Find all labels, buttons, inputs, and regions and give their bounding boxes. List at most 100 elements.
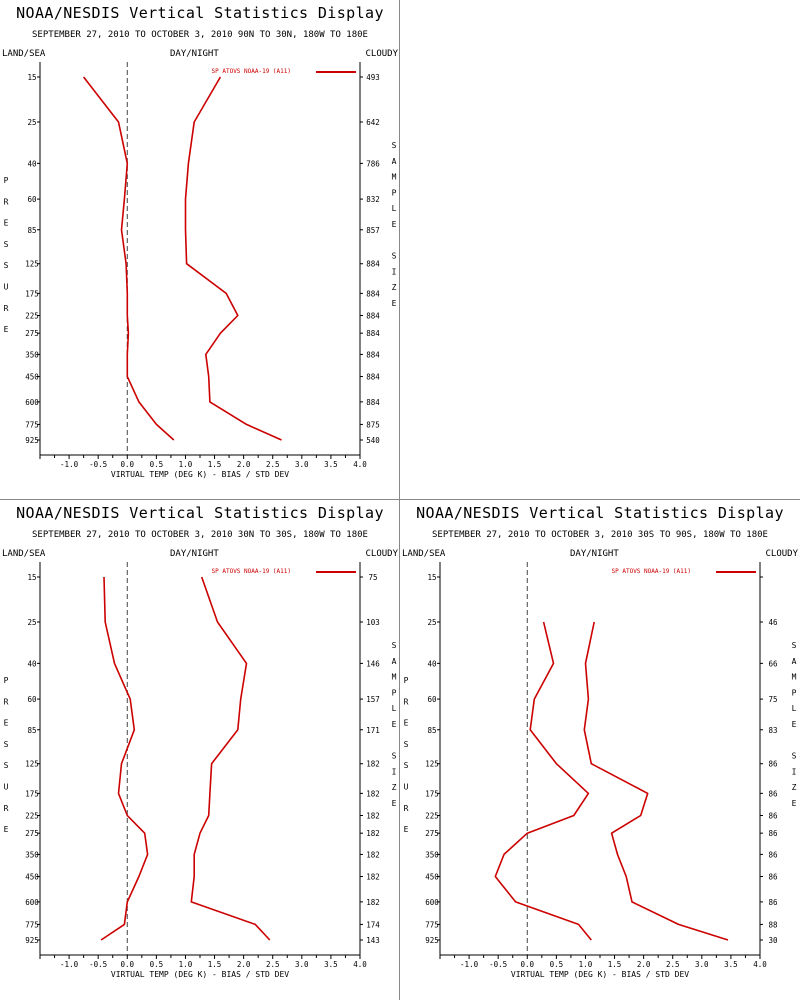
day-night-label: DAY/NIGHT (170, 549, 219, 559)
sample-size-label: 83 (768, 726, 777, 735)
pressure-level-label: 775 (425, 920, 439, 929)
y-axis-label-letter: E (4, 325, 9, 334)
pressure-level-label: 350 (25, 350, 39, 359)
x-tick-label: 3.5 (324, 460, 338, 469)
pressure-level-label: 40 (427, 659, 437, 668)
chart-subtitle: SEPTEMBER 27, 2010 TO OCTOBER 3, 2010 30… (32, 530, 368, 540)
x-tick-label: 2.0 (237, 460, 251, 469)
x-tick-label: -1.0 (460, 960, 479, 969)
right-axis-label-letter: E (792, 799, 797, 808)
y-axis-label-letter: P (4, 676, 9, 685)
pressure-level-label: 275 (25, 329, 39, 338)
sample-size-label: 786 (366, 159, 380, 168)
x-tick-label: 3.5 (724, 960, 738, 969)
y-axis-label-letter: E (404, 719, 409, 728)
y-axis-label-letter: S (4, 261, 9, 270)
sample-size-label: 182 (366, 829, 380, 838)
x-tick-label: 1.5 (208, 960, 222, 969)
x-tick-label: 3.0 (295, 960, 309, 969)
x-tick-label: -0.5 (89, 460, 107, 469)
pressure-level-label: 25 (27, 118, 36, 127)
pressure-level-label: 15 (27, 573, 36, 582)
sample-size-label: 857 (366, 226, 380, 235)
series-line-bias (100, 576, 149, 941)
x-tick-label: -1.0 (60, 960, 79, 969)
sample-size-label: 884 (366, 260, 380, 269)
x-tick-label: 4.0 (753, 960, 767, 969)
x-tick-label: 1.0 (579, 960, 593, 969)
sample-size-label: 86 (768, 873, 778, 882)
pressure-level-label: 60 (427, 695, 437, 704)
pressure-level-label: 225 (25, 311, 39, 320)
sample-size-label: 540 (366, 436, 380, 445)
sample-size-label: 182 (366, 898, 380, 907)
right-axis-label-letter: S (792, 752, 797, 761)
right-axis-label-letter: S (392, 252, 397, 261)
right-axis-label-letter: L (392, 704, 397, 713)
pressure-level-label: 15 (427, 573, 436, 582)
pressure-level-label: 40 (27, 159, 37, 168)
chart-title: NOAA/NESDIS Vertical Statistics Display (416, 504, 784, 522)
sample-size-label: 884 (366, 398, 380, 407)
right-axis-label-letter: M (392, 173, 397, 182)
sample-size-label: 143 (366, 936, 380, 945)
pressure-level-label: 925 (425, 936, 439, 945)
x-tick-label: 1.0 (179, 460, 193, 469)
sample-size-label: 86 (768, 811, 778, 820)
cloudy-label: CLOUDY (765, 549, 798, 559)
sample-size-label: 171 (366, 726, 380, 735)
pressure-level-label: 600 (25, 898, 39, 907)
right-axis-label-letter: E (392, 220, 397, 229)
sample-size-label: 182 (366, 789, 380, 798)
y-axis-label-letter: E (4, 825, 9, 834)
pressure-level-label: 600 (425, 898, 439, 907)
right-axis-label-letter: S (792, 641, 797, 650)
land-sea-label: LAND/SEA (2, 549, 46, 559)
sample-size-label: 182 (366, 760, 380, 769)
right-axis-label-letter: P (392, 688, 397, 697)
sample-size-label: 86 (768, 850, 778, 859)
sample-size-label: 182 (366, 873, 380, 882)
x-tick-label: 0.0 (120, 960, 134, 969)
sample-size-label: 832 (366, 195, 380, 204)
day-night-label: DAY/NIGHT (570, 549, 619, 559)
chart-panel-90n-30n: NOAA/NESDIS Vertical Statistics Display … (0, 0, 400, 500)
sample-size-label: 884 (366, 350, 380, 359)
right-axis-label-letter: E (392, 720, 397, 729)
x-tick-label: 0.0 (520, 960, 534, 969)
x-tick-label: 3.5 (324, 960, 338, 969)
y-axis-label-letter: R (404, 804, 409, 813)
chart-title: NOAA/NESDIS Vertical Statistics Display (16, 504, 384, 522)
y-axis-label-letter: S (404, 740, 409, 749)
sample-size-label: 493 (366, 73, 380, 82)
y-axis-label-letter: R (404, 697, 409, 706)
right-axis-label-letter: S (392, 141, 397, 150)
x-tick-label: 2.5 (266, 460, 280, 469)
right-axis-label-letter: P (392, 188, 397, 197)
y-axis-label-letter: S (4, 240, 9, 249)
right-axis-label-letter: Z (392, 283, 397, 292)
pressure-level-label: 350 (25, 850, 39, 859)
sample-size-label: 182 (366, 811, 380, 820)
right-axis-label-letter: I (392, 267, 397, 276)
pressure-level-label: 60 (27, 695, 37, 704)
sample-size-label: 86 (768, 829, 778, 838)
sample-size-label: 46 (768, 618, 778, 627)
x-tick-label: -0.5 (489, 960, 507, 969)
series-line-std-dev (583, 621, 729, 941)
sample-size-label: 157 (366, 695, 380, 704)
pressure-level-label: 350 (425, 850, 439, 859)
y-axis-label-letter: E (404, 825, 409, 834)
sample-size-label: 875 (366, 420, 380, 429)
pressure-level-label: 40 (27, 659, 37, 668)
right-axis-label-letter: M (792, 673, 797, 682)
x-tick-label: -1.0 (60, 460, 79, 469)
y-axis-label-letter: R (4, 804, 9, 813)
x-axis-label: VIRTUAL TEMP (DEG K) - BIAS / STD DEV (111, 970, 289, 979)
y-axis-label-letter: P (404, 676, 409, 685)
pressure-level-label: 85 (427, 726, 436, 735)
pressure-level-label: 25 (27, 618, 36, 627)
pressure-level-label: 15 (27, 73, 36, 82)
pressure-level-label: 175 (25, 789, 39, 798)
chart-subtitle: SEPTEMBER 27, 2010 TO OCTOBER 3, 2010 30… (432, 530, 768, 540)
